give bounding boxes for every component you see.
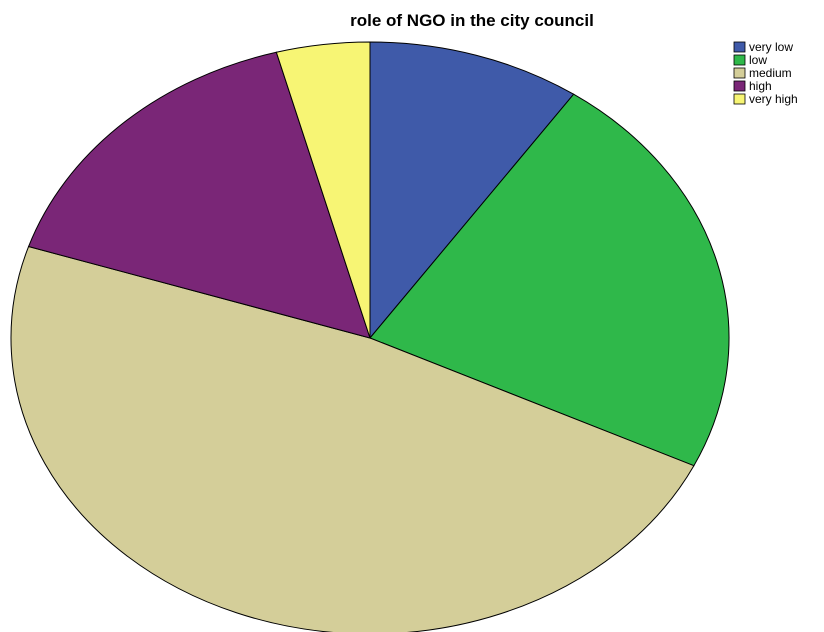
- legend-swatch-very-low: [733, 41, 746, 53]
- chart-title: role of NGO in the city council: [350, 11, 594, 30]
- legend-swatch-high: [733, 80, 746, 92]
- legend-label-medium: medium: [749, 66, 792, 80]
- pie-slice-low: [369, 93, 730, 467]
- legend-label-very-low: very low: [749, 40, 793, 54]
- legend-label-high: high: [749, 79, 772, 93]
- pie-slice-medium: [10, 245, 695, 632]
- pie-slice-very-high: [275, 41, 371, 339]
- pie-slice-very-low: [369, 41, 575, 340]
- legend-label-low: low: [749, 53, 767, 67]
- pie-slice-high: [27, 51, 371, 339]
- legend-swatch-medium: [733, 67, 746, 79]
- legend-swatch-low: [733, 54, 746, 66]
- pie-slices: [10, 41, 730, 632]
- legend-swatch-very-high: [733, 93, 746, 105]
- legend-label-very-high: very high: [749, 92, 798, 106]
